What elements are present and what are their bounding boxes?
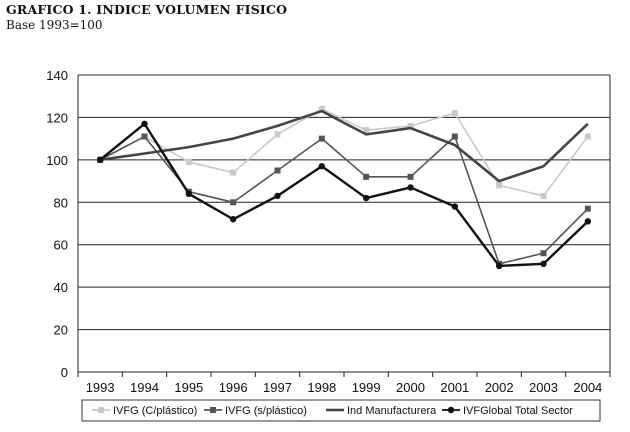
data-point: [540, 260, 547, 268]
data-point: [229, 216, 237, 223]
x-tick-label: 2001: [440, 380, 469, 395]
series-3: [96, 120, 592, 270]
legend-item: IVFG (C/plástico): [92, 405, 197, 417]
data-point: [274, 131, 281, 138]
data-point: [185, 158, 192, 165]
legend-label: IVFG (s/plástico): [225, 405, 307, 417]
data-point: [540, 192, 547, 199]
legend-label: IVFG (C/plástico): [113, 405, 197, 417]
series-0: [97, 105, 591, 199]
y-tick-label: 100: [46, 153, 68, 168]
data-point: [318, 105, 325, 112]
y-tick-label: 120: [46, 110, 68, 125]
data-point: [451, 133, 458, 140]
data-point: [584, 218, 592, 225]
x-tick-label: 2003: [529, 380, 558, 395]
data-point: [363, 127, 370, 134]
data-point: [451, 110, 458, 117]
y-tick-label: 20: [54, 323, 68, 338]
data-point: [451, 203, 459, 210]
legend-label: IVFGlobal Total Sector: [463, 405, 573, 417]
grid-lines: [78, 74, 610, 331]
data-point: [141, 133, 148, 140]
data-point: [318, 163, 326, 170]
x-tick-label: 1997: [263, 380, 292, 395]
series-line: [99, 108, 589, 197]
legend: IVFG (C/plástico) IVFG (s/plástico) Ind Ma…: [81, 399, 601, 422]
data-point: [495, 262, 503, 270]
x-tick-label: 2000: [396, 380, 425, 395]
chart-title: GRAFICO 1. INDICE VOLUMEN FISICO: [6, 2, 288, 17]
data-point: [230, 169, 237, 176]
legend-marker: [447, 406, 455, 414]
legend-marker: [210, 407, 216, 413]
y-tick-label: 40: [54, 280, 68, 295]
x-tick-label: 2002: [485, 380, 514, 395]
legend-label: Ind Manufacturera: [347, 405, 437, 417]
x-tick-label: 1994: [130, 380, 159, 395]
data-point: [141, 120, 148, 127]
chart-subtitle: Base 1993=100: [6, 18, 103, 32]
y-tick-label: 140: [46, 68, 68, 83]
data-point: [274, 192, 281, 200]
legend-item: IVFG (s/plástico): [204, 405, 307, 417]
axes: 0 20 40 60 80 100 120 140 1993 1994 1995 1996 1997 19…: [46, 68, 611, 395]
y-tick-label: 60: [54, 238, 68, 253]
data-point: [407, 184, 414, 191]
series-line: [99, 122, 589, 268]
data-point: [362, 194, 370, 202]
legend-item: IVFGlobal Total Sector: [442, 405, 573, 417]
x-tick-label: 2004: [573, 380, 602, 395]
data-point: [363, 173, 370, 180]
data-point: [584, 205, 591, 212]
series-lines: [96, 105, 592, 270]
series-line: [99, 109, 589, 183]
data-point: [407, 173, 414, 180]
data-point: [584, 133, 591, 140]
legend-item: Ind Manufacturera: [326, 405, 437, 417]
x-tick-label: 1993: [86, 380, 115, 395]
x-tick-label: 1995: [174, 380, 203, 395]
data-point: [230, 199, 237, 206]
data-point: [318, 135, 325, 142]
data-point: [274, 167, 281, 174]
data-point: [185, 190, 193, 197]
series-1: [97, 133, 591, 267]
x-tick-label: 1999: [352, 380, 381, 395]
data-point: [96, 156, 104, 164]
legend-marker: [98, 407, 104, 413]
x-tick-label: 1996: [219, 380, 248, 395]
data-point: [407, 122, 414, 129]
y-tick-label: 80: [54, 195, 68, 210]
x-tick-label: 1998: [307, 380, 336, 395]
y-tick-label: 0: [61, 365, 68, 380]
series-2: [99, 109, 589, 183]
data-point: [540, 250, 547, 257]
data-point: [496, 182, 503, 189]
